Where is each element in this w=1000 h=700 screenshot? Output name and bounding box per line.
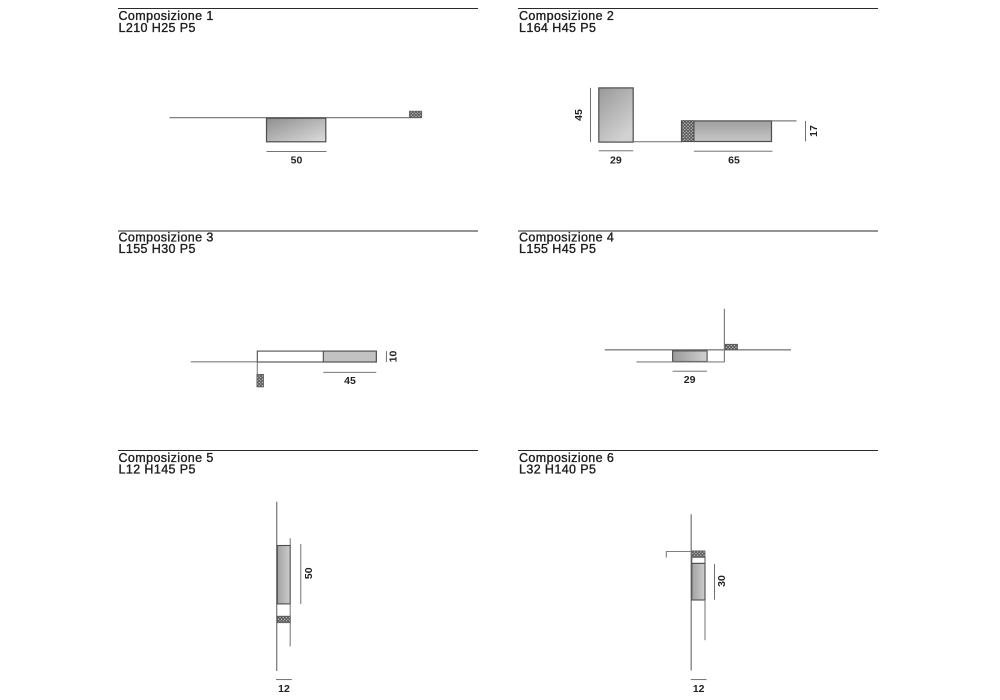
svg-text:L32 H140 P5: L32 H140 P5 xyxy=(519,463,596,477)
svg-text:Composizione 1: Composizione 1 xyxy=(119,9,214,23)
svg-text:12: 12 xyxy=(693,683,705,695)
svg-text:10: 10 xyxy=(387,351,399,363)
svg-text:L210 H25 P5: L210 H25 P5 xyxy=(119,21,196,35)
svg-text:Composizione 4: Composizione 4 xyxy=(519,230,614,244)
svg-text:L164 H45 P5: L164 H45 P5 xyxy=(519,21,596,35)
svg-text:Composizione 2: Composizione 2 xyxy=(519,9,614,23)
svg-text:29: 29 xyxy=(684,374,696,386)
svg-text:29: 29 xyxy=(610,154,622,166)
svg-text:12: 12 xyxy=(278,683,290,695)
svg-text:45: 45 xyxy=(344,375,356,387)
svg-text:50: 50 xyxy=(303,567,315,579)
svg-text:45: 45 xyxy=(573,109,585,121)
svg-text:50: 50 xyxy=(291,155,303,167)
svg-text:L12 H145 P5: L12 H145 P5 xyxy=(119,463,196,477)
svg-text:Composizione 5: Composizione 5 xyxy=(119,451,214,465)
svg-text:L155 H30 P5: L155 H30 P5 xyxy=(119,242,196,256)
svg-text:L155 H45 P5: L155 H45 P5 xyxy=(519,242,596,256)
svg-text:Composizione 3: Composizione 3 xyxy=(119,230,214,244)
svg-text:Composizione 6: Composizione 6 xyxy=(519,451,614,465)
svg-text:17: 17 xyxy=(808,125,820,137)
svg-text:65: 65 xyxy=(728,154,740,166)
svg-text:30: 30 xyxy=(716,575,728,587)
